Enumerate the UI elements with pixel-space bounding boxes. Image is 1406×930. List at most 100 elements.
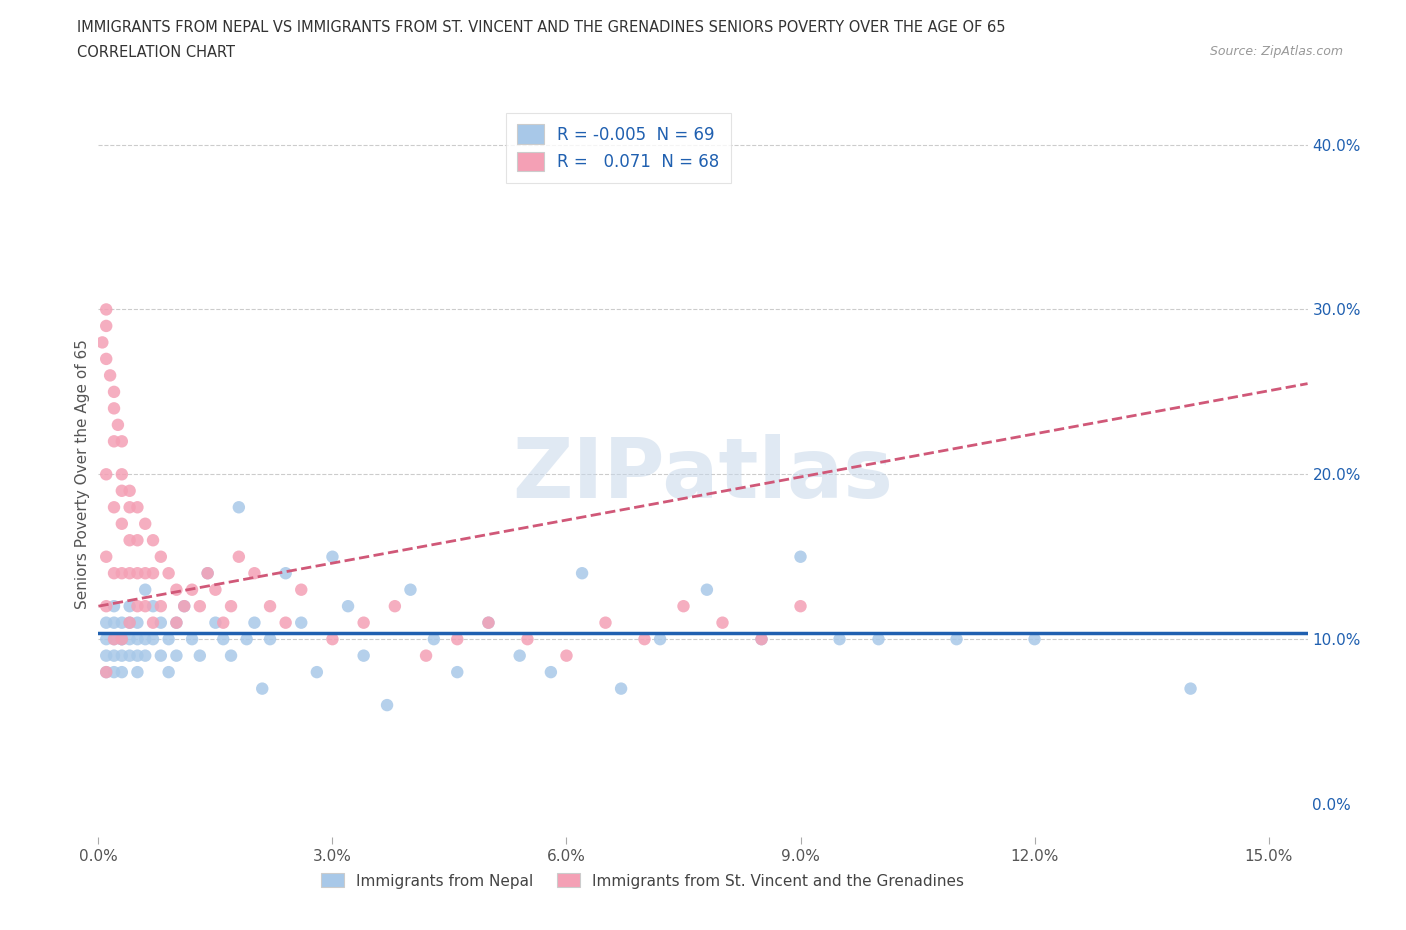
Point	[111, 467, 134, 482]
Point	[353, 648, 375, 663]
Point	[96, 302, 118, 317]
Point	[259, 599, 281, 614]
Point	[423, 631, 446, 646]
Point	[610, 681, 633, 696]
Point	[107, 418, 129, 432]
Point	[509, 648, 531, 663]
Point	[415, 648, 437, 663]
Point	[134, 648, 156, 663]
Point	[219, 599, 242, 614]
Point	[321, 631, 343, 646]
Point	[118, 484, 141, 498]
Text: IMMIGRANTS FROM NEPAL VS IMMIGRANTS FROM ST. VINCENT AND THE GRENADINES SENIORS : IMMIGRANTS FROM NEPAL VS IMMIGRANTS FROM…	[77, 20, 1005, 35]
Point	[212, 616, 235, 631]
Point	[789, 550, 811, 565]
Point	[252, 681, 274, 696]
Point	[134, 582, 156, 597]
Point	[446, 665, 468, 680]
Point	[127, 631, 149, 646]
Point	[103, 384, 125, 399]
Point	[96, 352, 118, 366]
Point	[173, 599, 195, 614]
Point	[118, 648, 141, 663]
Point	[103, 631, 125, 646]
Point	[103, 631, 125, 646]
Point	[173, 599, 195, 614]
Point	[274, 616, 297, 631]
Point	[868, 631, 890, 646]
Point	[165, 616, 187, 631]
Point	[142, 599, 165, 614]
Point	[98, 368, 121, 383]
Point	[96, 467, 118, 482]
Point	[157, 665, 180, 680]
Point	[96, 631, 118, 646]
Point	[96, 318, 118, 333]
Point	[789, 599, 811, 614]
Point	[157, 565, 180, 580]
Point	[96, 616, 118, 631]
Point	[103, 401, 125, 416]
Point	[127, 665, 149, 680]
Point	[446, 631, 468, 646]
Text: Source: ZipAtlas.com: Source: ZipAtlas.com	[1209, 45, 1343, 58]
Point	[204, 616, 226, 631]
Y-axis label: Seniors Poverty Over the Age of 65: Seniors Poverty Over the Age of 65	[75, 339, 90, 609]
Point	[157, 631, 180, 646]
Point	[204, 582, 226, 597]
Point	[96, 648, 118, 663]
Point	[751, 631, 773, 646]
Point	[103, 648, 125, 663]
Point	[96, 665, 118, 680]
Point	[118, 533, 141, 548]
Point	[96, 599, 118, 614]
Point	[134, 565, 156, 580]
Point	[228, 550, 250, 565]
Point	[142, 631, 165, 646]
Point	[555, 648, 578, 663]
Point	[188, 599, 211, 614]
Point	[305, 665, 328, 680]
Point	[219, 648, 242, 663]
Point	[149, 616, 172, 631]
Point	[165, 582, 187, 597]
Point	[103, 599, 125, 614]
Point	[142, 616, 165, 631]
Point	[134, 516, 156, 531]
Point	[165, 616, 187, 631]
Point	[118, 631, 141, 646]
Point	[477, 616, 499, 631]
Point	[111, 434, 134, 449]
Point	[181, 631, 204, 646]
Point	[945, 631, 967, 646]
Point	[1180, 681, 1202, 696]
Point	[118, 616, 141, 631]
Point	[127, 499, 149, 514]
Point	[142, 565, 165, 580]
Point	[711, 616, 734, 631]
Point	[595, 616, 617, 631]
Point	[375, 698, 398, 712]
Point	[103, 434, 125, 449]
Point	[142, 533, 165, 548]
Point	[127, 648, 149, 663]
Point	[181, 582, 204, 597]
Point	[149, 550, 172, 565]
Point	[103, 665, 125, 680]
Point	[111, 631, 134, 646]
Point	[111, 484, 134, 498]
Point	[353, 616, 375, 631]
Point	[149, 648, 172, 663]
Point	[228, 499, 250, 514]
Point	[274, 565, 297, 580]
Point	[828, 631, 851, 646]
Point	[165, 648, 187, 663]
Point	[134, 631, 156, 646]
Point	[118, 616, 141, 631]
Point	[696, 582, 718, 597]
Point	[672, 599, 695, 614]
Point	[103, 565, 125, 580]
Point	[1024, 631, 1046, 646]
Point	[127, 565, 149, 580]
Point	[648, 631, 671, 646]
